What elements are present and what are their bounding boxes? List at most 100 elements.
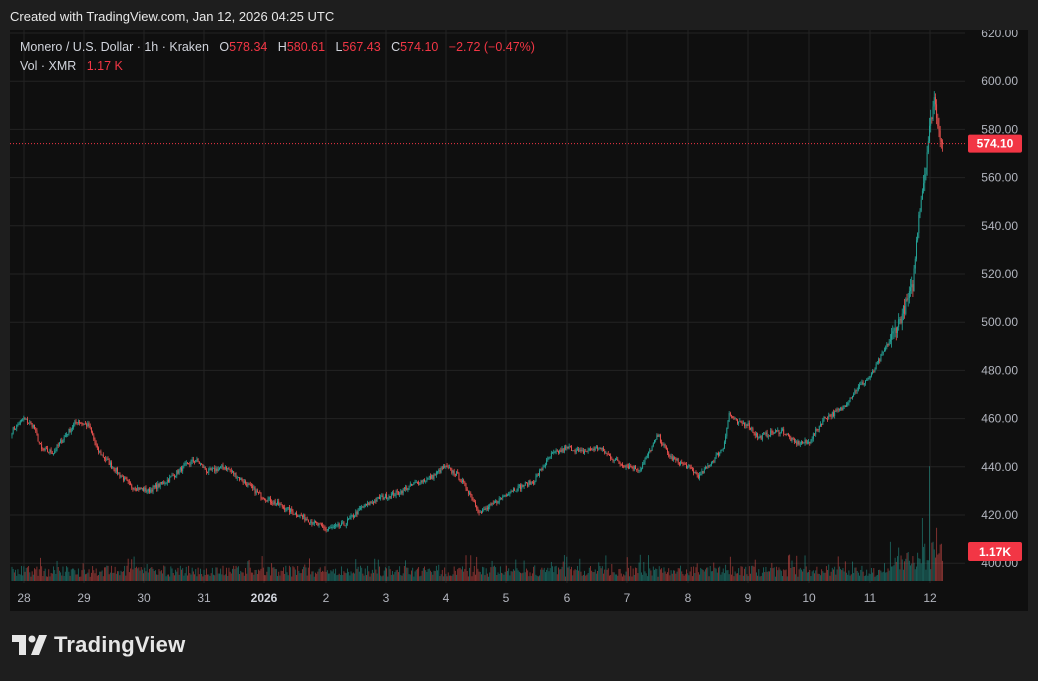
volume-bar bbox=[882, 571, 884, 581]
chart-frame[interactable]: 620.00 600.00 580.00 560.00 540.00 520.00 500.… bbox=[10, 30, 1028, 611]
candle-body bbox=[785, 434, 787, 435]
volume-bar bbox=[683, 575, 685, 581]
candle-body bbox=[544, 464, 546, 467]
candle-body bbox=[397, 492, 399, 495]
candle-body bbox=[539, 470, 540, 476]
volume-bar bbox=[805, 566, 807, 581]
volume-bar bbox=[635, 567, 636, 581]
candle-body bbox=[934, 97, 936, 105]
volume-bar bbox=[531, 573, 533, 581]
volume-bar bbox=[73, 568, 75, 581]
candle-body bbox=[34, 424, 35, 430]
volume-bar bbox=[21, 565, 22, 581]
volume-bar bbox=[732, 566, 734, 581]
volume-bar bbox=[772, 568, 774, 581]
candle-body bbox=[841, 407, 843, 411]
candle-body bbox=[817, 429, 819, 431]
volume-label[interactable]: Vol · XMR bbox=[20, 59, 77, 73]
candle-body bbox=[416, 481, 418, 483]
candle-body bbox=[626, 465, 628, 467]
candle-body bbox=[561, 448, 563, 452]
candle-body bbox=[368, 502, 370, 506]
chart-svg[interactable]: 620.00600.00580.00560.00540.00520.00500.… bbox=[10, 30, 1028, 611]
candle-body bbox=[687, 465, 689, 469]
candle-body bbox=[108, 459, 110, 465]
volume-bar bbox=[706, 567, 708, 581]
candle-body bbox=[535, 476, 537, 482]
candle-body bbox=[527, 482, 529, 487]
volume-bar bbox=[16, 575, 18, 581]
volume-bar bbox=[450, 575, 452, 581]
volume-bar bbox=[370, 573, 372, 581]
volume-bar bbox=[850, 574, 852, 581]
volume-bar bbox=[444, 567, 446, 581]
volume-bar bbox=[426, 571, 428, 581]
candle-body bbox=[811, 438, 813, 441]
volume-bar bbox=[492, 566, 494, 581]
volume-bar bbox=[465, 555, 467, 581]
candle-body bbox=[329, 528, 331, 529]
candle-body bbox=[709, 464, 711, 467]
volume-bar bbox=[258, 569, 260, 581]
volume-bar bbox=[156, 574, 158, 581]
candle-body bbox=[836, 409, 838, 412]
volume-bar bbox=[708, 576, 710, 581]
volume-bar bbox=[42, 576, 44, 581]
volume-bar bbox=[117, 571, 118, 581]
candle-body bbox=[523, 485, 525, 487]
candle-body bbox=[571, 446, 572, 451]
candle-body bbox=[636, 469, 638, 470]
candle-body bbox=[562, 448, 564, 452]
candle-body bbox=[572, 450, 574, 452]
candle-body bbox=[769, 435, 770, 437]
volume-bar bbox=[607, 568, 609, 581]
candle-body bbox=[804, 440, 806, 443]
candle-body bbox=[510, 491, 512, 493]
candle-body bbox=[556, 450, 558, 452]
candle-body bbox=[419, 484, 421, 485]
volume-bar bbox=[482, 566, 484, 581]
volume-bar bbox=[141, 569, 143, 581]
volume-bar bbox=[892, 566, 894, 581]
candle-body bbox=[98, 447, 99, 452]
volume-bar bbox=[802, 571, 804, 581]
candle-body bbox=[383, 497, 385, 500]
volume-bar bbox=[761, 572, 763, 581]
candle-body bbox=[546, 459, 548, 465]
candle-body bbox=[885, 347, 887, 351]
candle-body bbox=[524, 482, 526, 486]
volume-bar bbox=[801, 569, 802, 581]
symbol-name[interactable]: Monero / U.S. Dollar · 1h · Kraken bbox=[20, 40, 209, 54]
candle-body bbox=[328, 528, 329, 530]
candle-body bbox=[89, 426, 91, 428]
volume-bar bbox=[428, 568, 430, 581]
volume-bar bbox=[656, 569, 658, 581]
volume-bar bbox=[874, 576, 876, 581]
volume-bar bbox=[700, 567, 702, 581]
candle-body bbox=[111, 462, 113, 468]
candle-body bbox=[821, 424, 823, 425]
candle-body bbox=[413, 482, 415, 485]
volume-bar bbox=[755, 572, 757, 581]
candle-body bbox=[501, 497, 503, 499]
candle-body bbox=[200, 463, 201, 465]
volume-bar bbox=[413, 576, 415, 581]
candle-body bbox=[439, 470, 441, 473]
candle-body bbox=[496, 500, 498, 504]
volume-bar bbox=[705, 569, 706, 581]
volume-bar bbox=[613, 572, 615, 581]
volume-bar bbox=[738, 568, 740, 581]
candle-body bbox=[132, 487, 134, 490]
y-tick-label: 460.00 bbox=[981, 412, 1018, 426]
volume-bar bbox=[605, 555, 607, 581]
y-tick-label: 620.00 bbox=[981, 30, 1018, 40]
candle-body bbox=[242, 481, 244, 483]
tradingview-logo[interactable]: TradingView bbox=[12, 632, 185, 658]
volume-bar bbox=[104, 567, 105, 581]
candle-body bbox=[899, 319, 901, 320]
candle-body bbox=[307, 520, 309, 523]
volume-bar bbox=[695, 567, 697, 581]
volume-bar bbox=[149, 568, 150, 581]
candle-body bbox=[622, 464, 623, 467]
candle-body bbox=[55, 450, 57, 452]
